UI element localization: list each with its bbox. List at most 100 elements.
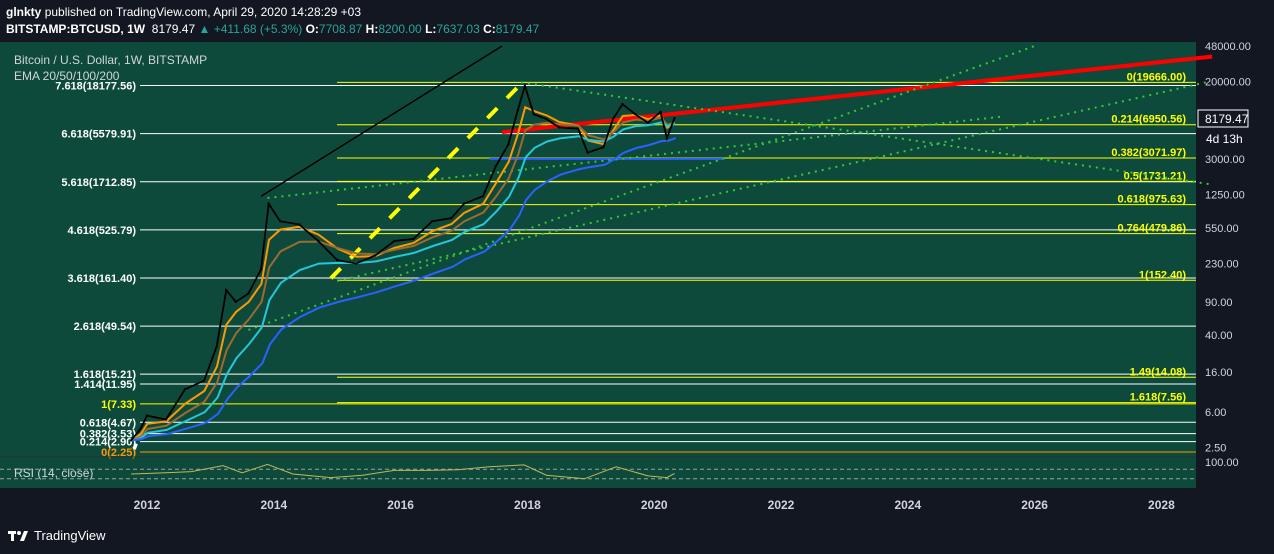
fib-left-label-3: 4.618(525.79) <box>68 225 137 237</box>
x-tick-label-0: 2012 <box>134 498 161 512</box>
publish-info: glnkty published on TradingView.com, Apr… <box>6 5 361 19</box>
footer: TradingView <box>0 522 1274 554</box>
price-point-1 <box>139 427 142 430</box>
fib-right-label-4: 0.618(975.63) <box>1118 194 1187 206</box>
open-value: 7708.87 <box>318 22 363 36</box>
price-point-10 <box>259 268 263 271</box>
tradingview-logo[interactable]: TradingView <box>8 528 106 543</box>
y-tick-label-8: 16.00 <box>1205 367 1233 379</box>
author-name[interactable]: glnkty <box>6 5 42 19</box>
tradingview-icon <box>8 530 28 541</box>
close-value: 8179.47 <box>495 22 540 36</box>
black-trendline <box>260 45 503 197</box>
fib-left-label-5: 2.618(49.54) <box>74 321 137 333</box>
fib-right-label-6: 1(152.40) <box>1139 269 1186 281</box>
last-price-tag-bg <box>1197 109 1249 128</box>
price-point-8 <box>234 300 237 303</box>
price-point-18 <box>393 239 396 243</box>
fib-right-label-0: 0(19666.00) <box>1127 71 1187 83</box>
price-point-19 <box>412 237 415 241</box>
price-point-21 <box>450 217 453 220</box>
fib-left-label-12: 0(2.25) <box>101 447 136 459</box>
price-point-30 <box>557 126 561 129</box>
price-point-37 <box>646 121 650 124</box>
y-tick-label-6: 90.00 <box>1205 297 1233 309</box>
chart-header: glnkty published on TradingView.com, Apr… <box>0 0 1274 42</box>
legend-title: Bitcoin / U.S. Dollar, 1W, BITSTAMP <box>14 53 207 67</box>
x-tick-label-4: 2020 <box>641 498 668 512</box>
green-dotted-trend-3 <box>267 115 1004 199</box>
fib-left-label-8: 1(7.33) <box>101 399 136 411</box>
fib-left-label-9: 0.618(4.67) <box>80 417 137 429</box>
symbol-ohlc: BITSTAMP:BTCUSD, 1W 8179.47 ▲ +411.68 (+… <box>6 22 539 36</box>
rsi-tick-label-0: 100.00 <box>1205 457 1239 469</box>
price-point-24 <box>494 165 497 168</box>
price-point-23 <box>481 195 485 198</box>
fib-retracement-right[interactable]: 0(19666.00) 0.214(6950.56) 0.382(3071.97) 0… <box>337 71 1196 404</box>
yellow-dashed-projection <box>329 82 523 280</box>
price-chart[interactable]: 7.618(18177.56) 6.618(5579.91) 5.618(1712.… <box>0 42 1274 522</box>
publish-details: published on TradingView.com, April 29, … <box>44 5 362 19</box>
legend-ema: EMA 20/50/100/200 <box>14 69 120 83</box>
y-tick-label-4: 550.00 <box>1205 223 1239 235</box>
x-tick-label-7: 2026 <box>1021 498 1048 512</box>
price-point-31 <box>576 127 580 130</box>
countdown-tag-text: 4d 13h <box>1206 132 1243 146</box>
last-price-tag-text: 8179.47 <box>1205 112 1249 126</box>
fib-right-label-7: 1.49(14.08) <box>1130 366 1187 378</box>
fib-left-label-2: 5.618(1712.85) <box>61 177 136 189</box>
close-label: C: <box>483 22 496 36</box>
price-point-16 <box>355 262 358 265</box>
price-point-3 <box>164 418 168 421</box>
ema-100-line <box>131 121 676 442</box>
axes-layer: 48000.00 20000.00 3000.00 1250.00 550.00 230.… <box>134 42 1251 512</box>
price-point-13 <box>297 223 301 226</box>
last-price-tag: 8179.47 4d 13h <box>1197 109 1249 147</box>
price-point-0 <box>129 439 133 442</box>
fib-left-label-7: 1.414(11.95) <box>74 379 136 391</box>
green-dotted-trend-2 <box>336 81 1207 282</box>
fib-left-label-6: 1.618(15.21) <box>74 369 137 381</box>
price-change: ▲ +411.68 (+5.3%) <box>198 22 303 36</box>
price-point-5 <box>202 379 206 382</box>
y-tick-label-5: 230.00 <box>1205 259 1239 271</box>
x-tick-label-8: 2028 <box>1148 498 1175 512</box>
price-point-22 <box>462 202 466 205</box>
fib-right-label-3: 0.5(1731.21) <box>1124 170 1187 182</box>
y-tick-label-3: 1250.00 <box>1205 190 1245 202</box>
price-point-11 <box>267 202 270 205</box>
countdown-tag-bg <box>1198 130 1240 147</box>
y-tick-label-1: 20000.00 <box>1205 77 1251 89</box>
price-point-2 <box>145 414 149 417</box>
y-tick-label-9: 6.00 <box>1205 407 1226 419</box>
price-point-34 <box>611 117 615 121</box>
y-tick-label-2: 3000.00 <box>1205 154 1245 166</box>
legend-rsi: RSI (14, close) <box>14 466 93 480</box>
price-point-7 <box>225 288 228 292</box>
open-label: O: <box>305 22 319 36</box>
fib-left-label-0: 7.618(18177.56) <box>55 81 136 93</box>
price-point-35 <box>621 102 624 106</box>
time-axis-panel <box>0 488 1196 522</box>
price-point-6 <box>215 345 218 348</box>
price-point-12 <box>278 220 282 223</box>
fib-left-label-11: 0.214(2.90) <box>80 437 137 449</box>
price-point-29 <box>545 117 548 121</box>
price-point-39 <box>665 136 669 140</box>
fib-left-label-4: 3.618(161.40) <box>68 273 137 285</box>
price-point-20 <box>431 220 434 223</box>
high-label: H: <box>365 22 379 36</box>
fib-right-label-8: 1.618(7.56) <box>1130 392 1187 404</box>
price-point-9 <box>247 292 250 295</box>
symbol-name[interactable]: BITSTAMP:BTCUSD, 1W <box>6 22 146 36</box>
tradingview-brand: TradingView <box>34 528 106 543</box>
fib-extension-left[interactable]: 7.618(18177.56) 6.618(5579.91) 5.618(1712.… <box>55 81 1196 459</box>
price-point-32 <box>586 151 589 154</box>
x-tick-label-2: 2016 <box>387 498 414 512</box>
price-series-layer <box>129 82 676 442</box>
price-point-40 <box>673 116 676 120</box>
price-point-33 <box>602 146 605 149</box>
price-point-27 <box>523 84 527 88</box>
y-tick-label-10: 2.50 <box>1205 443 1226 455</box>
fib-right-label-2: 0.382(3071.97) <box>1111 147 1186 159</box>
